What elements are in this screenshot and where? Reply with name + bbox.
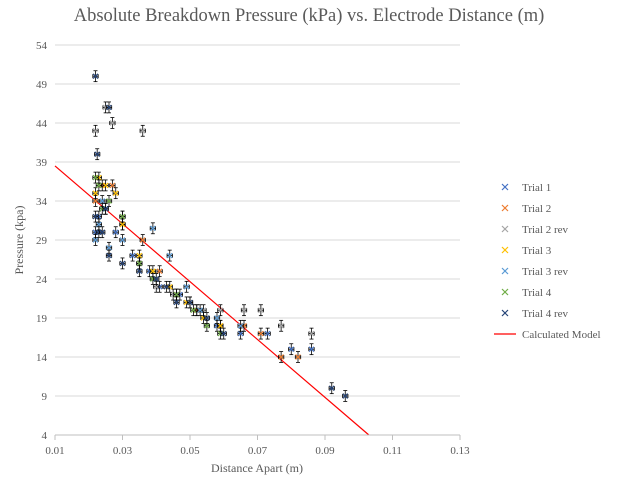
- data-point: [92, 70, 99, 83]
- legend-item: Trial 1: [501, 182, 551, 194]
- data-point: [94, 148, 101, 161]
- data-point: [278, 319, 285, 332]
- data-point: [112, 226, 119, 239]
- data-point: [294, 351, 302, 363]
- data-points-layer: [92, 70, 349, 402]
- legend-label: Trial 4 rev: [522, 308, 569, 320]
- data-point: [237, 319, 244, 332]
- data-point: [173, 296, 180, 309]
- data-point: [102, 202, 109, 215]
- x-tick-label: 0.13: [450, 445, 470, 457]
- data-point: [119, 257, 126, 270]
- x-tick-label: 0.09: [315, 445, 335, 457]
- data-point: [139, 124, 146, 137]
- x-tick-label: 0.07: [248, 445, 268, 457]
- data-point: [213, 312, 221, 324]
- data-point: [237, 327, 244, 340]
- data-point: [92, 187, 99, 200]
- data-point: [217, 304, 224, 317]
- legend-label: Trial 3 rev: [522, 266, 569, 278]
- data-point: [342, 390, 349, 402]
- data-point: [105, 249, 113, 262]
- y-tick-label: 49: [36, 79, 48, 91]
- data-point: [92, 171, 99, 184]
- data-point: [328, 382, 335, 395]
- data-point: [166, 249, 173, 262]
- x-tick-label: 0.05: [180, 445, 200, 457]
- data-point: [149, 222, 156, 235]
- data-point: [105, 101, 113, 114]
- data-point: [102, 179, 109, 192]
- legend-label: Trial 1: [522, 182, 551, 194]
- x-tick-label: 0.11: [383, 445, 402, 457]
- data-point: [203, 312, 210, 324]
- y-tick-label: 9: [42, 391, 48, 403]
- legend-item: Trial 3: [501, 245, 552, 257]
- data-point: [288, 343, 295, 356]
- y-tick-label: 44: [36, 118, 48, 130]
- data-point: [109, 117, 116, 129]
- legend-label: Trial 2 rev: [522, 224, 569, 236]
- legend-item: Trial 4: [501, 287, 552, 299]
- data-point: [109, 179, 116, 192]
- y-tick-label: 19: [36, 313, 48, 325]
- data-point: [119, 210, 126, 223]
- data-point: [186, 296, 194, 309]
- data-point: [92, 124, 99, 137]
- data-point: [278, 351, 285, 363]
- data-point: [190, 304, 197, 317]
- legend-item: Trial 3 rev: [501, 266, 569, 278]
- legend-label: Trial 4: [522, 287, 552, 299]
- grid-lines: [55, 44, 460, 397]
- y-tick-label: 24: [36, 274, 48, 286]
- legend: Trial 1 Trial 2 Trial 2 rev Trial 3 Trial 3 …: [494, 182, 601, 341]
- legend-label: Calculated Model: [522, 329, 601, 341]
- data-point: [156, 265, 163, 278]
- data-point: [183, 280, 190, 293]
- y-axis-title: Pressure (kpa): [12, 206, 26, 275]
- data-point: [264, 327, 271, 340]
- legend-label: Trial 2: [522, 203, 551, 215]
- y-tick-label: 29: [36, 235, 48, 247]
- y-tick-label: 34: [36, 196, 48, 208]
- data-point: [99, 226, 106, 239]
- y-tick-label: 54: [36, 40, 48, 52]
- data-point: [119, 234, 126, 246]
- data-point: [153, 273, 160, 285]
- data-point: [139, 234, 146, 246]
- data-point: [95, 218, 102, 231]
- data-point: [257, 304, 264, 317]
- data-point: [129, 249, 136, 262]
- data-point: [105, 195, 113, 207]
- chart-title: Absolute Breakdown Pressure (kPa) vs. El…: [73, 6, 545, 26]
- data-point: [308, 327, 315, 340]
- data-point: [220, 327, 227, 340]
- y-tick-label: 14: [36, 352, 48, 364]
- legend-item: Trial 4 rev: [501, 308, 569, 320]
- legend-item: Trial 2 rev: [501, 224, 569, 236]
- data-point: [95, 179, 102, 192]
- data-point: [257, 327, 264, 340]
- data-point: [92, 234, 99, 246]
- y-tick-label: 4: [42, 430, 48, 442]
- data-point: [136, 257, 143, 270]
- legend-item: Calculated Model: [494, 329, 601, 341]
- legend-label: Trial 3: [522, 245, 552, 257]
- data-point: [163, 280, 170, 293]
- data-point: [92, 210, 99, 223]
- data-point: [197, 304, 204, 317]
- y-tick-label: 39: [36, 157, 48, 169]
- x-axis-title: Distance Apart (m): [211, 461, 303, 475]
- data-point: [112, 187, 119, 200]
- data-point: [308, 343, 315, 356]
- x-tick-label: 0.01: [45, 445, 64, 457]
- x-tick-label: 0.03: [113, 445, 133, 457]
- data-point: [136, 265, 143, 278]
- data-point: [136, 249, 143, 262]
- data-point: [240, 304, 248, 317]
- legend-item: Trial 2: [501, 203, 551, 215]
